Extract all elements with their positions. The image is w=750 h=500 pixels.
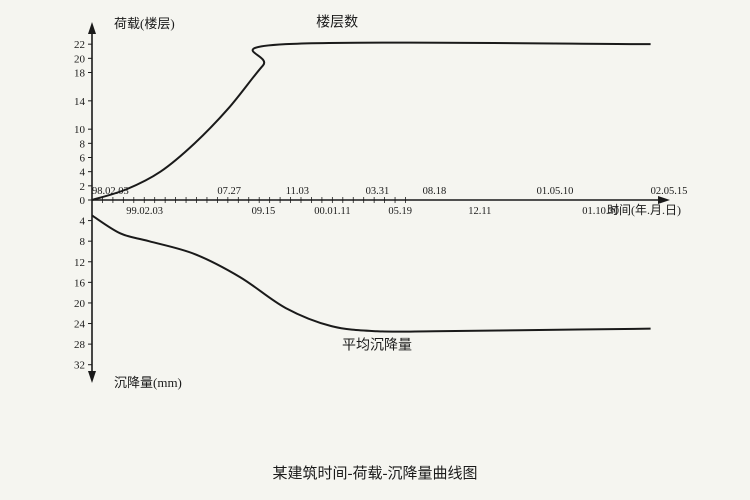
chart-title: 某建筑时间-荷载-沉降量曲线图 [0, 462, 750, 483]
svg-text:05.19: 05.19 [388, 206, 412, 217]
svg-text:0: 0 [80, 195, 86, 207]
svg-text:楼层数: 楼层数 [316, 14, 358, 30]
svg-text:01.05.10: 01.05.10 [537, 186, 574, 197]
svg-text:99.02.03: 99.02.03 [126, 206, 163, 217]
svg-text:时间(年.月.日): 时间(年.月.日) [607, 203, 681, 217]
svg-text:09.15: 09.15 [252, 206, 276, 217]
svg-text:02.05.15: 02.05.15 [651, 186, 688, 197]
svg-text:14: 14 [74, 96, 86, 108]
svg-text:4: 4 [80, 216, 86, 228]
svg-text:07.27: 07.27 [217, 186, 241, 197]
svg-text:32: 32 [74, 360, 85, 372]
svg-text:2: 2 [80, 181, 86, 193]
svg-text:20: 20 [74, 298, 86, 310]
svg-text:8: 8 [80, 236, 86, 248]
chart-container: 024681014182022荷载(楼层)48121620242832沉降量(m… [0, 0, 750, 500]
svg-text:03.31: 03.31 [366, 186, 390, 197]
svg-text:荷载(楼层): 荷载(楼层) [114, 16, 175, 31]
svg-text:沉降量(mm): 沉降量(mm) [114, 375, 182, 390]
svg-text:平均沉降量: 平均沉降量 [342, 337, 412, 353]
svg-text:00.01.11: 00.01.11 [314, 206, 350, 217]
svg-text:24: 24 [74, 319, 86, 331]
svg-text:28: 28 [74, 339, 86, 351]
svg-text:12.11: 12.11 [468, 206, 491, 217]
svg-text:10: 10 [74, 124, 86, 136]
svg-text:08.18: 08.18 [423, 186, 447, 197]
svg-text:20: 20 [74, 53, 86, 65]
svg-text:12: 12 [74, 257, 85, 269]
svg-text:18: 18 [74, 68, 86, 80]
svg-text:8: 8 [80, 138, 86, 150]
chart-svg: 024681014182022荷载(楼层)48121620242832沉降量(m… [0, 0, 750, 500]
svg-text:4: 4 [80, 167, 86, 179]
svg-text:6: 6 [80, 153, 86, 165]
svg-text:22: 22 [74, 39, 85, 51]
svg-text:11.03: 11.03 [286, 186, 309, 197]
svg-text:16: 16 [74, 277, 86, 289]
